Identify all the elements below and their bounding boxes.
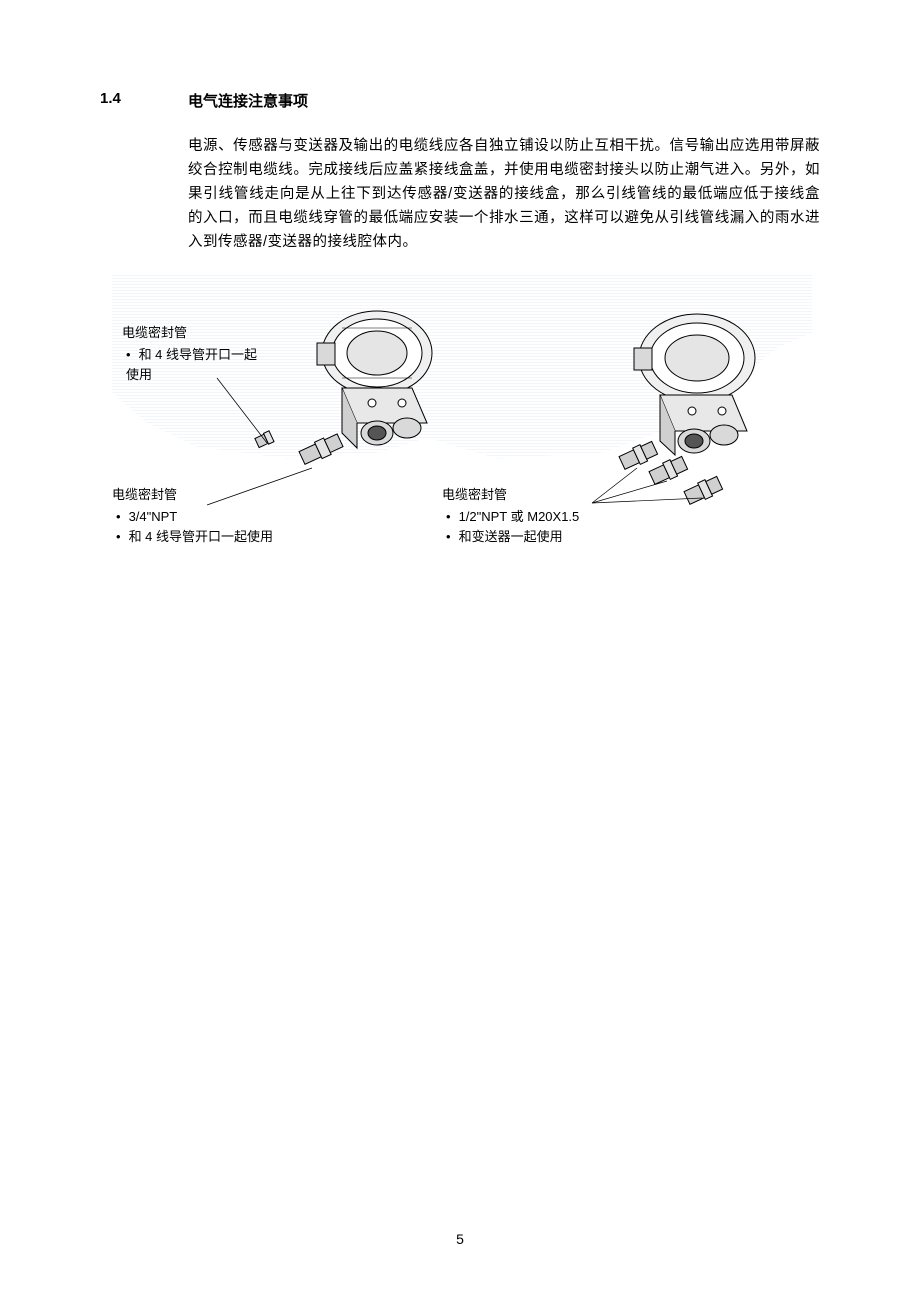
page-number: 5 — [0, 1231, 920, 1247]
callout-bottom-right: 电缆密封管 1/2"NPT 或 M20X1.5 和变送器一起使用 — [442, 485, 642, 547]
callout-item: 1/2"NPT 或 M20X1.5 — [446, 507, 642, 527]
section-title: 电气连接注意事项 — [188, 90, 308, 111]
callout-title: 电缆密封管 — [442, 485, 642, 505]
callout-item: 和变送器一起使用 — [446, 527, 642, 547]
body-paragraph: 电源、传感器与变送器及输出的电缆线应各自独立铺设以防止互相干扰。信号输出应选用带… — [188, 135, 820, 255]
section-number: 1.4 — [100, 90, 188, 111]
section-header: 1.4 电气连接注意事项 — [100, 90, 820, 111]
figure-area: 电缆密封管 和 4 线导管开口一起使用 电缆密封管 3/4"NPT 和 4 线导… — [112, 273, 812, 573]
